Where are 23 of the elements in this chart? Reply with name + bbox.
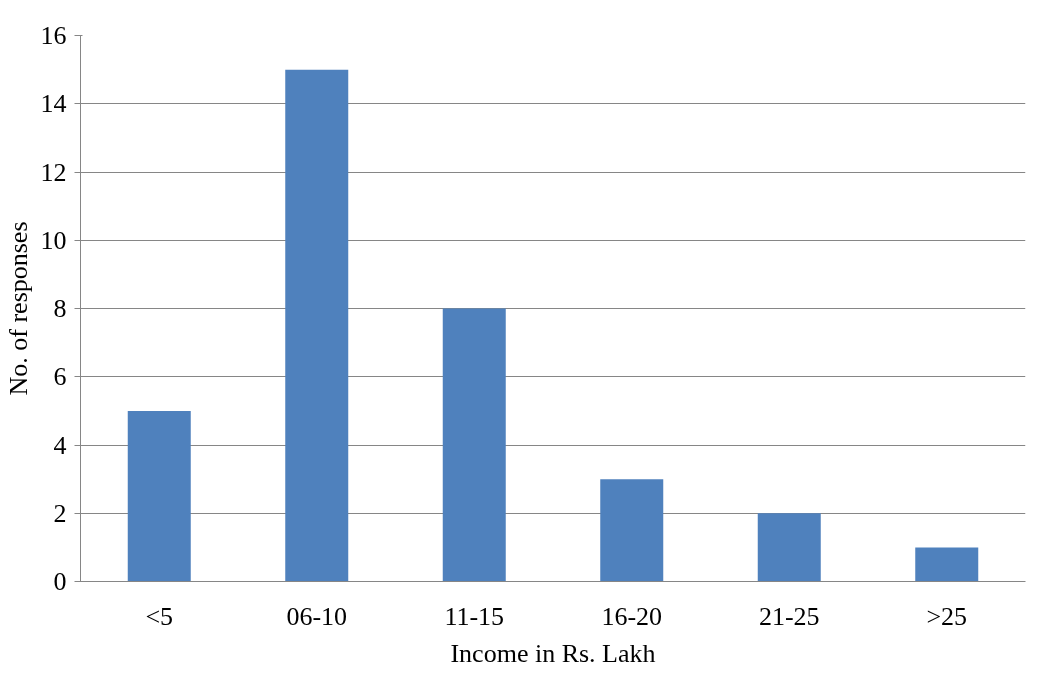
bar	[285, 69, 349, 582]
y-tick-label: 0	[53, 567, 67, 596]
x-tick-label: 21-25	[758, 601, 820, 631]
y-tick-label: 10	[40, 225, 67, 255]
y-tick-label: 16	[40, 21, 67, 50]
x-tick-label: 16-20	[601, 601, 663, 631]
y-tick-label: 12	[40, 157, 67, 187]
x-tick-label: >25	[926, 601, 968, 631]
y-tick-label: 8	[53, 294, 67, 323]
x-tick-label: <5	[145, 601, 174, 631]
bar	[600, 479, 664, 582]
y-tick-label: 14	[40, 89, 67, 119]
y-tick-label: 2	[53, 498, 67, 528]
bar	[127, 410, 191, 582]
y-axis-title: No. of responses	[3, 221, 33, 396]
y-tick-label: 6	[53, 362, 67, 392]
bar	[757, 513, 821, 582]
bar	[915, 547, 979, 582]
y-tick-label: 4	[53, 430, 67, 460]
x-tick-label: 06-10	[286, 601, 348, 631]
bar	[442, 308, 506, 582]
x-axis-title: Income in Rs. Lakh	[450, 638, 656, 668]
x-tick-label: 11-15	[444, 601, 505, 631]
